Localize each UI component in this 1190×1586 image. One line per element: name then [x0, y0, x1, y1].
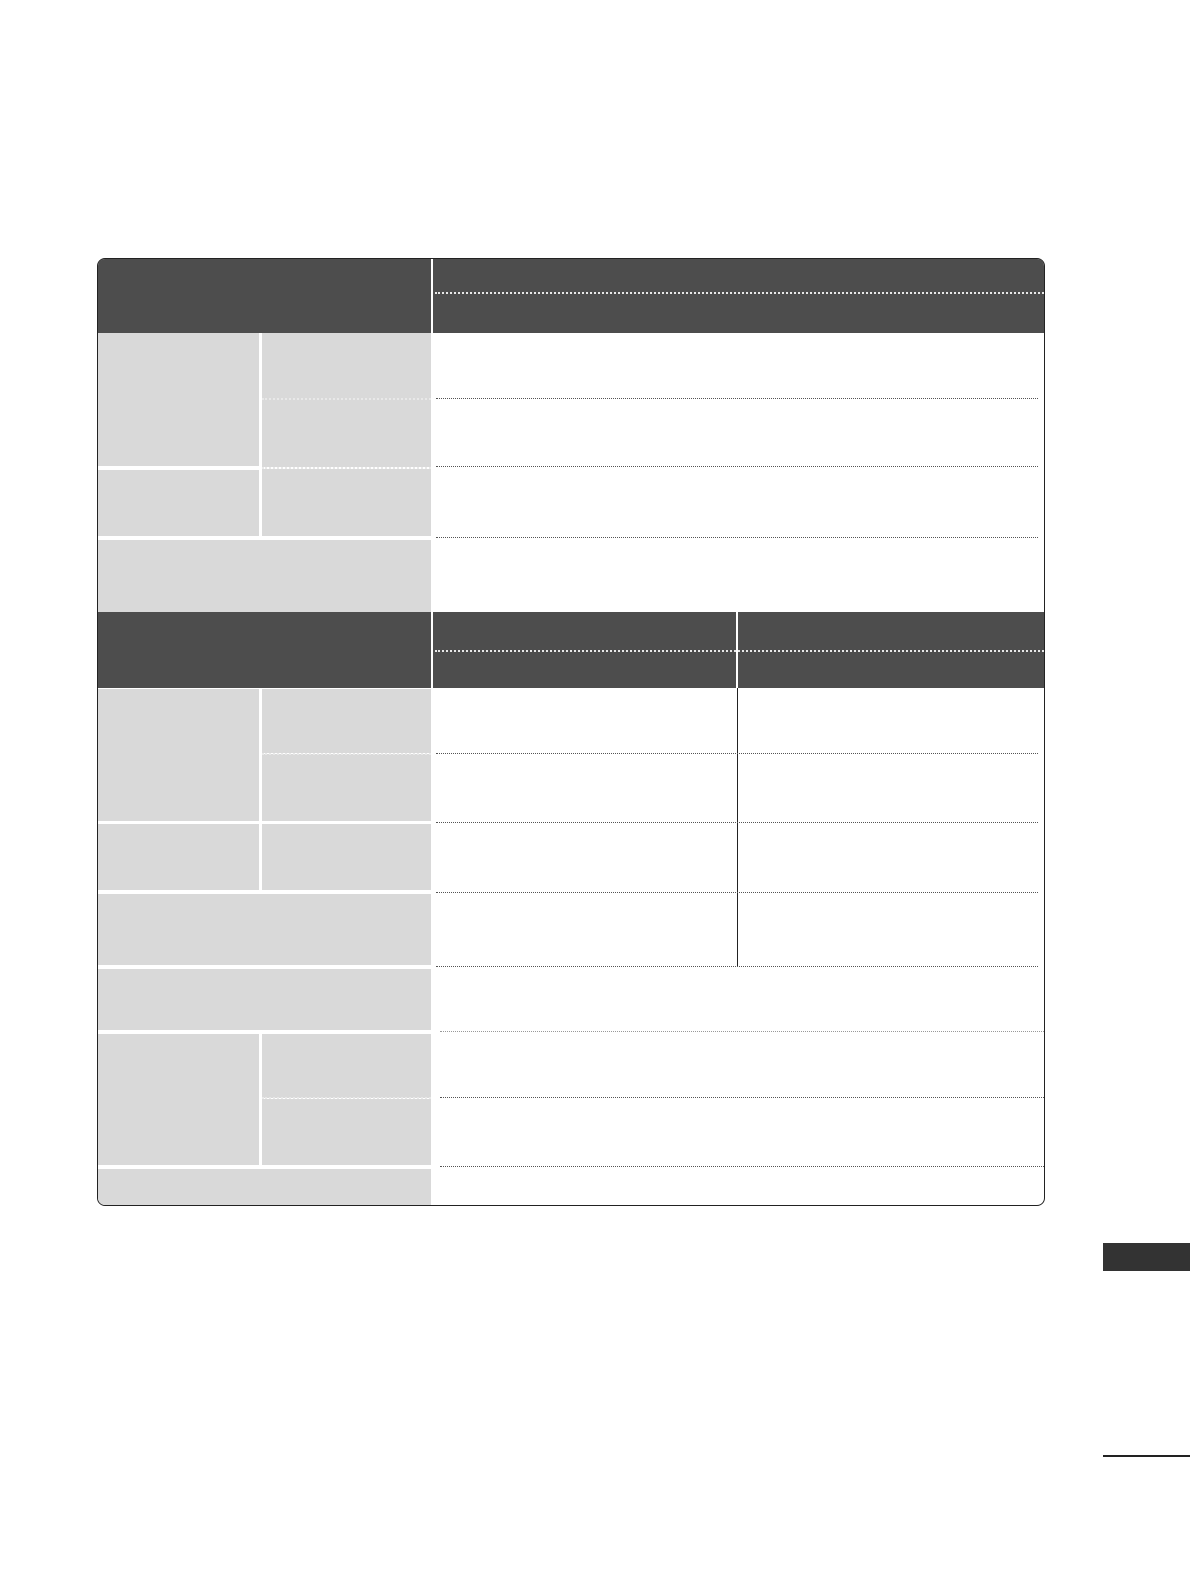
sub-label-6: [262, 824, 431, 890]
sub-divider: [262, 398, 431, 400]
group-label-4: [98, 824, 259, 890]
sub-label-5: [262, 754, 431, 821]
row-divider: [436, 753, 1038, 754]
group-label-3: [98, 689, 259, 821]
sub-divider: [262, 753, 431, 755]
row-label-12: [98, 1169, 431, 1205]
row-label-9: [98, 969, 431, 1030]
row-divider: [436, 822, 1038, 823]
sub-divider: [262, 1097, 431, 1099]
sub-label-7: [262, 1034, 431, 1098]
sub-label-2: [262, 399, 431, 467]
group-label-2: [98, 470, 259, 536]
header-2-divider: [435, 650, 1044, 652]
row-divider: [436, 892, 1038, 893]
header-1-divider: [435, 292, 1044, 294]
sub-label-3: [262, 469, 431, 536]
group-label-5: [98, 1034, 259, 1165]
page-footer-rule: [1103, 1455, 1190, 1457]
sub-divider: [262, 467, 431, 469]
row-divider: [440, 1031, 1044, 1032]
spec-table: [97, 258, 1045, 1206]
row-divider: [436, 398, 1038, 399]
row-divider: [436, 966, 1038, 967]
row-divider: [436, 537, 1038, 538]
row-label-4: [98, 540, 431, 612]
header-row-1-label: [98, 259, 431, 333]
group-label-1: [98, 333, 259, 466]
row-label-8: [98, 894, 431, 965]
row-divider: [436, 466, 1038, 467]
column-divider: [737, 688, 738, 966]
section-tab: [1103, 1243, 1190, 1271]
sub-label-4: [262, 689, 431, 753]
header-row-1-value: [433, 259, 1044, 333]
header-row-2-label: [98, 612, 431, 688]
row-divider: [440, 1097, 1044, 1098]
sub-label-1: [262, 333, 431, 399]
sub-label-8: [262, 1099, 431, 1165]
row-divider: [440, 1166, 1044, 1167]
